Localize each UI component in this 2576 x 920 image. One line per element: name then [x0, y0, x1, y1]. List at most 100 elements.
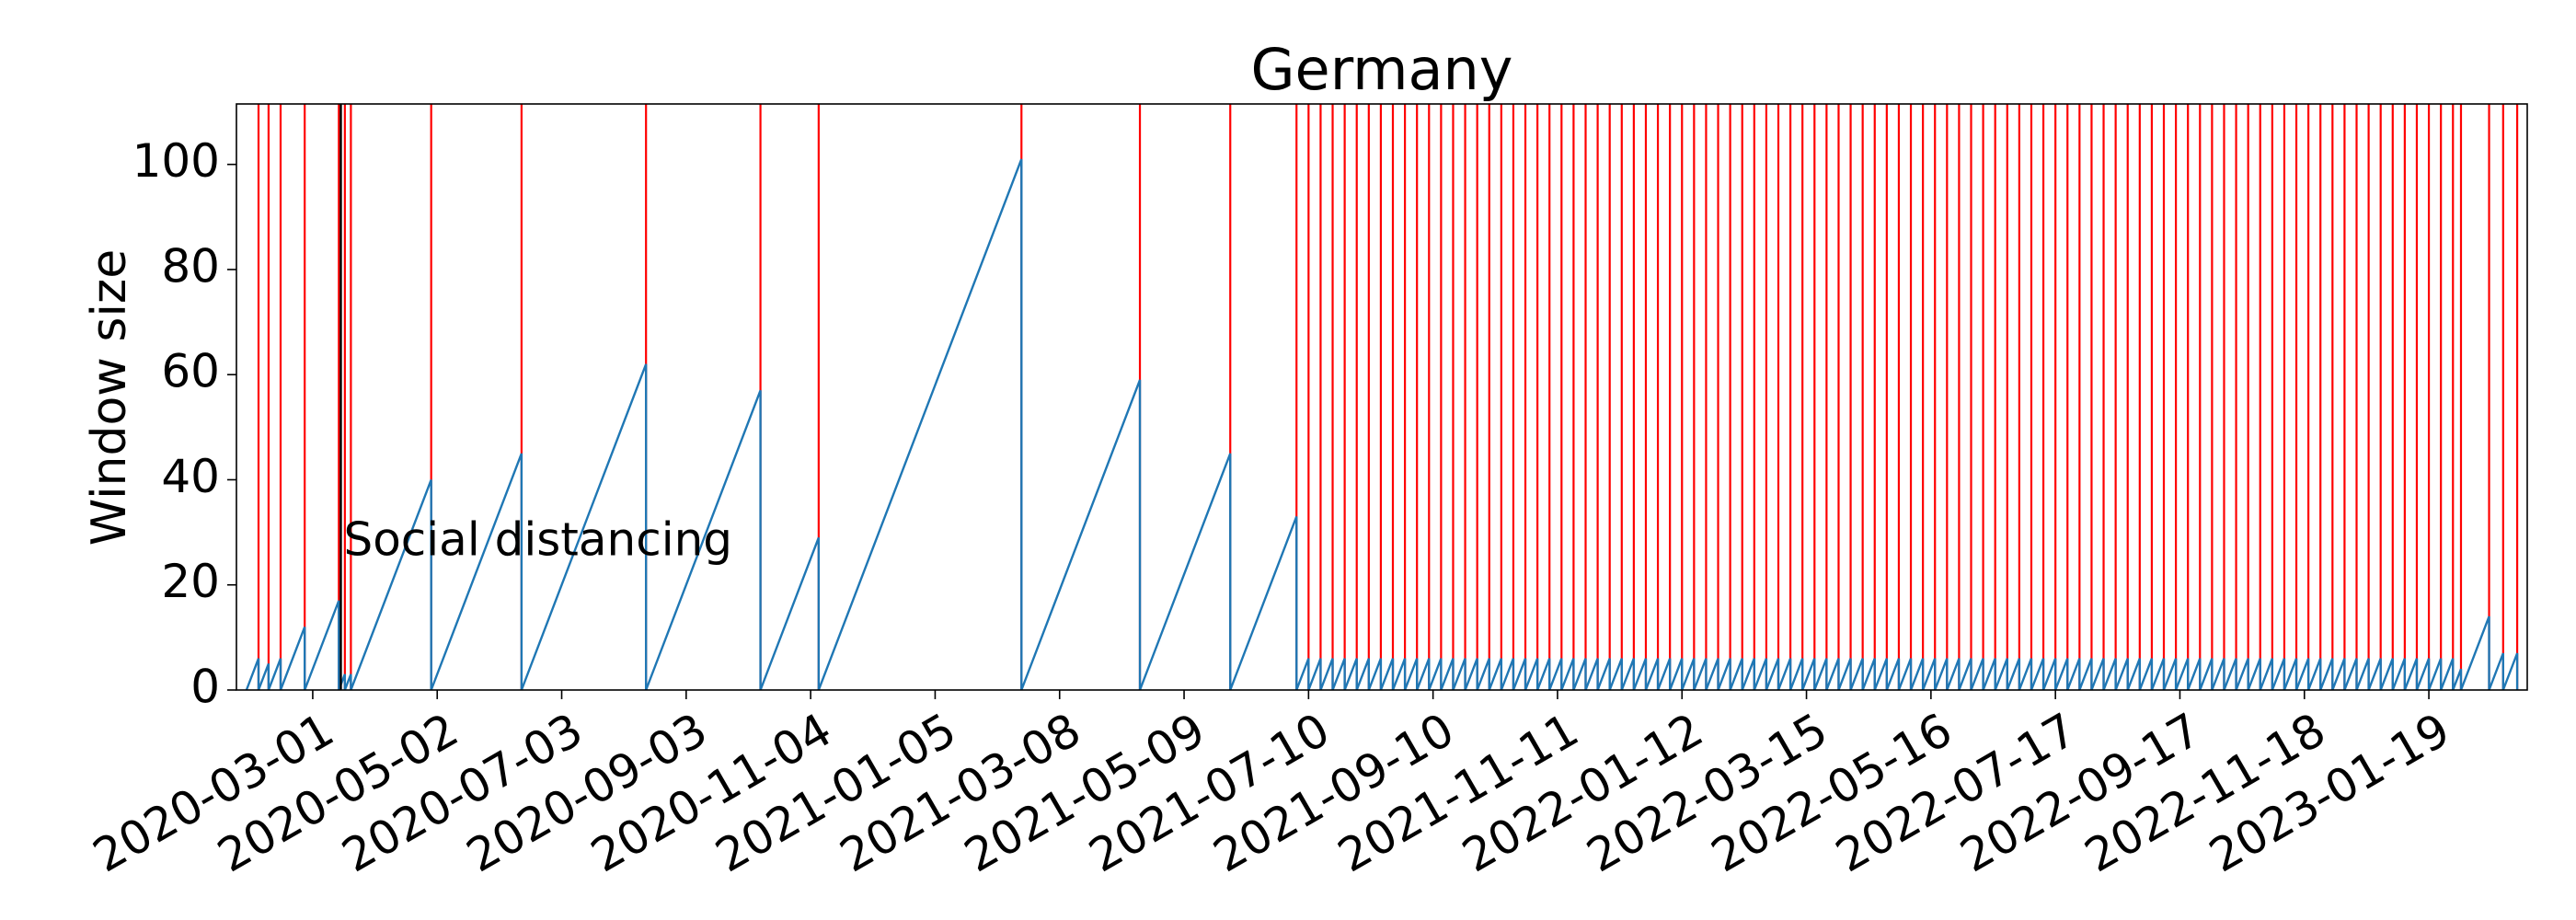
window-line: [1765, 658, 1780, 691]
window-line: [245, 658, 260, 691]
window-line: [1717, 658, 1731, 691]
window-line: [1403, 658, 1419, 691]
y-tick-label: 40: [161, 450, 220, 503]
window-line: [2415, 658, 2431, 691]
window-line: [343, 673, 352, 691]
window-line: [2235, 658, 2249, 691]
window-line: [2427, 658, 2443, 691]
window-line: [817, 158, 1023, 691]
chart-title: Germany: [1251, 36, 1513, 103]
window-line: [2018, 658, 2033, 691]
window-line: [2138, 658, 2154, 691]
window-line: [1825, 658, 1840, 691]
window-line: [1391, 658, 1407, 691]
window-line: [2102, 658, 2117, 691]
window-line: [1729, 658, 1743, 691]
window-line: [2294, 658, 2310, 691]
window-line: [279, 627, 306, 691]
window-line: [2199, 658, 2214, 691]
window-line: [2041, 658, 2057, 691]
window-line: [2440, 658, 2455, 691]
window-line: [257, 663, 270, 691]
window-line: [1560, 658, 1575, 691]
window-line: [1020, 379, 1142, 691]
window-line: [2150, 658, 2166, 691]
window-line: [1331, 658, 1346, 691]
window-line: [267, 658, 282, 691]
window-line: [759, 536, 821, 691]
window-line: [430, 453, 523, 691]
y-tick-label: 100: [132, 134, 220, 188]
window-line: [2114, 658, 2129, 691]
window-line: [2283, 658, 2298, 691]
window-line: [2331, 658, 2346, 691]
y-tick-label: 0: [190, 661, 220, 714]
window-line: [1138, 453, 1232, 691]
window-line: [1295, 658, 1310, 691]
window-line: [1488, 658, 1503, 691]
window-line: [350, 479, 432, 691]
window-line: [1512, 658, 1527, 691]
window-line: [2355, 658, 2370, 691]
window-line: [1788, 658, 1804, 691]
window-line: [1229, 516, 1298, 691]
window-line: [1596, 658, 1611, 691]
y-tick-label: 80: [161, 239, 220, 293]
window-line: [1897, 658, 1913, 691]
window-line: [2223, 658, 2237, 691]
window-line: [2379, 658, 2394, 691]
window-line: [2030, 658, 2045, 691]
window-line: [1500, 658, 1515, 691]
window-line: [2174, 658, 2190, 691]
window-line: [2259, 658, 2274, 691]
window-line: [1476, 658, 1490, 691]
window-line: [645, 389, 762, 691]
window-line: [1572, 658, 1587, 691]
annotation-text: Social distancing: [343, 513, 732, 567]
window-line: [1620, 658, 1636, 691]
window-line: [1994, 658, 2008, 691]
window-line: [1922, 658, 1937, 691]
window-line: [1909, 658, 1925, 691]
window-line: [2452, 668, 2463, 691]
window-line: [1970, 658, 1984, 691]
window-line: [1958, 658, 1972, 691]
window-line: [1632, 658, 1648, 691]
window-line: [1934, 658, 1949, 691]
window-line: [2501, 652, 2519, 691]
window-line: [1946, 658, 1961, 691]
window-line: [1416, 658, 1431, 691]
window-line: [2343, 658, 2358, 691]
window-line: [1428, 658, 1443, 691]
window-line: [1837, 658, 1852, 691]
window-line: [1644, 658, 1660, 691]
plot-frame: [236, 103, 2528, 691]
window-line: [520, 363, 648, 691]
window-line: [2367, 658, 2382, 691]
window-line: [1536, 658, 1551, 691]
window-line: [1885, 658, 1901, 691]
window-line: [1464, 658, 1478, 691]
window-line: [1440, 658, 1455, 691]
window-line: [2187, 658, 2202, 691]
window-line: [2162, 658, 2178, 691]
window-line: [2211, 658, 2225, 691]
window-line: [1656, 658, 1672, 691]
window-line: [1669, 658, 1684, 691]
window-line: [1367, 658, 1383, 691]
window-line: [1849, 658, 1864, 691]
window-line: [1681, 658, 1696, 691]
window-line: [1343, 658, 1358, 691]
window-line: [2403, 658, 2419, 691]
window-line: [1452, 658, 1466, 691]
window-line: [1873, 658, 1889, 691]
window-line: [1741, 658, 1756, 691]
window-line: [2459, 615, 2490, 691]
window-line: [1548, 658, 1563, 691]
window-line: [2488, 652, 2505, 691]
window-line: [1584, 658, 1599, 691]
window-line: [2319, 658, 2334, 691]
window-line: [1608, 658, 1623, 691]
window-line: [1982, 658, 1996, 691]
